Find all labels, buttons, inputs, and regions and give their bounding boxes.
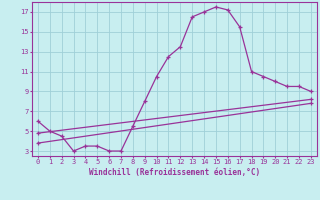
X-axis label: Windchill (Refroidissement éolien,°C): Windchill (Refroidissement éolien,°C)	[89, 168, 260, 177]
